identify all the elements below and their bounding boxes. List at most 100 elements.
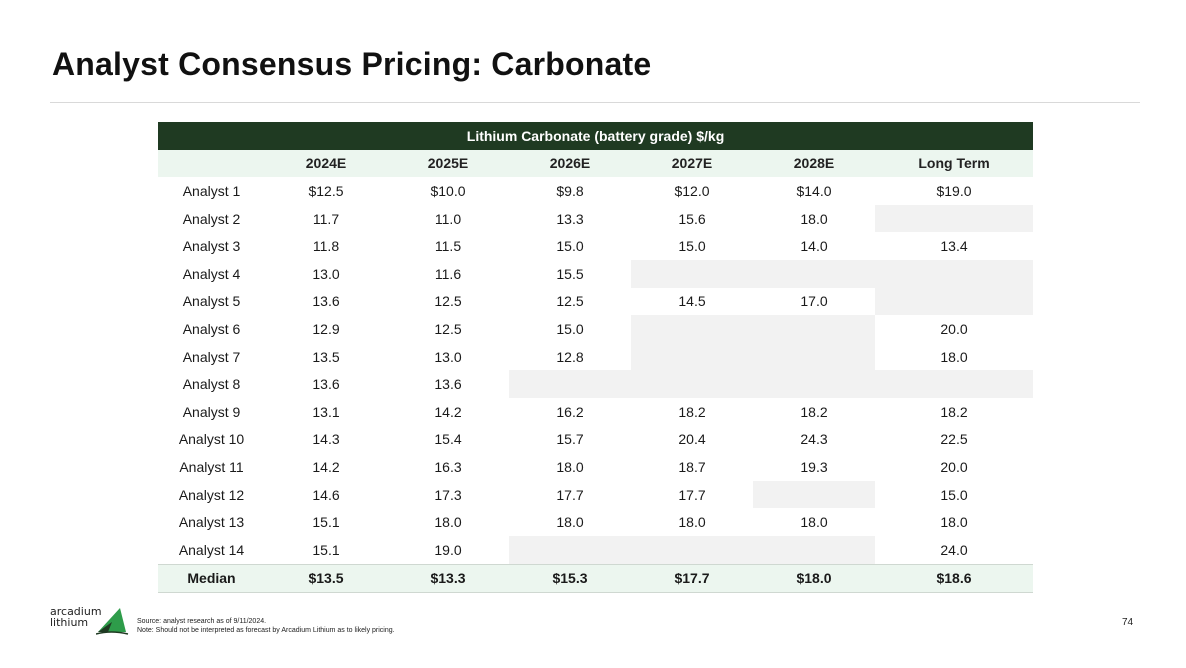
row-label: Analyst 13: [178, 514, 245, 531]
table-cell: $10.0: [430, 182, 466, 199]
column-header: [158, 149, 265, 178]
table-cell: 18.0: [678, 514, 706, 531]
row-label: Analyst 9: [182, 403, 241, 420]
table-row: Analyst 14 15.1 19.0 24.0: [158, 535, 1033, 564]
logo-line-1: arcadium: [50, 605, 102, 618]
row-label: Analyst 10: [178, 431, 245, 448]
empty-cell: [631, 370, 753, 398]
row-label: Analyst 6: [182, 320, 241, 337]
table-cell: 19.3: [800, 458, 828, 475]
table-cell: 18.2: [678, 403, 706, 420]
table-cell: 12.5: [434, 320, 462, 337]
table-row: Analyst 3 11.8 11.5 15.0 15.0 14.0 13.4: [158, 232, 1033, 260]
median-value: $15.3: [509, 563, 631, 594]
empty-cell: [631, 259, 753, 288]
table-cell: 11.0: [434, 210, 462, 227]
column-header: 2025E: [387, 149, 509, 178]
table-cell: 13.4: [940, 238, 968, 255]
table-row: Analyst 12 14.6 17.3 17.7 17.7 15.0: [158, 480, 1033, 509]
table-row: Analyst 11 14.2 16.3 18.0 18.7 19.3 20.0: [158, 453, 1033, 481]
table-cell: $9.8: [556, 182, 584, 199]
table-cell: 24.0: [940, 541, 968, 558]
median-label: Median: [158, 563, 265, 594]
median-value: $18.6: [875, 563, 1034, 594]
row-label: Analyst 5: [182, 293, 241, 310]
table-cell: 18.2: [940, 403, 968, 420]
table-cell: 15.1: [312, 514, 340, 531]
slide-title: Analyst Consensus Pricing: Carbonate: [52, 46, 652, 82]
table-row: Analyst 5 13.6 12.5 12.5 14.5 17.0: [158, 287, 1034, 316]
empty-cell: [875, 370, 1034, 398]
table-cell: 13.6: [312, 293, 340, 310]
row-label: Analyst 12: [178, 486, 245, 503]
table-cell: 17.7: [556, 486, 584, 503]
row-label: Analyst 2: [182, 210, 241, 227]
table-cell: 18.7: [678, 458, 706, 475]
table-cell: 14.3: [312, 431, 340, 448]
table-cell: 11.8: [312, 238, 340, 255]
empty-cell: [753, 259, 875, 288]
median-value: $18.0: [753, 563, 875, 594]
table-cell: $14.0: [796, 182, 832, 199]
empty-cell: [875, 204, 1034, 233]
table-cell: 15.0: [940, 486, 968, 503]
table-cell: 13.6: [434, 376, 462, 393]
table-cell: 18.2: [800, 403, 828, 420]
table-row: Analyst 4 13.0 11.6 15.5: [158, 259, 1034, 288]
median-row: Median $13.5 $13.3 $15.3 $17.7 $18.0 $18…: [158, 563, 1034, 594]
table-row: Analyst 2 11.7 11.0 13.3 15.6 18.0: [158, 204, 1034, 233]
table-cell: $19.0: [936, 182, 972, 199]
table-row: Analyst 1 $12.5 $10.0 $9.8 $12.0 $14.0 $19.0: [158, 177, 1033, 205]
empty-cell: [753, 480, 875, 509]
row-label: Analyst 8: [182, 376, 241, 393]
table-cell: 17.7: [678, 486, 706, 503]
source-line: Source: analyst research as of 9/11/2024…: [137, 618, 267, 625]
logo-wordmark: arcadium lithium: [50, 606, 102, 628]
empty-cell: [875, 287, 1034, 316]
table-cell: 15.1: [312, 541, 340, 558]
table-row: Analyst 8 13.6 13.6: [158, 370, 1034, 398]
row-label: Analyst 14: [178, 541, 245, 558]
table-cell: 13.0: [312, 265, 340, 282]
table-cell: 18.0: [556, 514, 584, 531]
table-header-row: 2024E 2025E 2026E 2027E 2028E Long Term: [158, 149, 1034, 178]
table-cell: 14.5: [678, 293, 706, 310]
table-cell: 17.3: [434, 486, 462, 503]
table-cell: 13.0: [434, 348, 462, 365]
empty-cell: [509, 535, 631, 564]
page-number: 74: [1122, 617, 1134, 628]
table-cell: 16.2: [556, 403, 584, 420]
table-cell: 11.6: [434, 265, 462, 282]
table-cell: 14.2: [434, 403, 462, 420]
table-row: Analyst 6 12.9 12.5 15.0 20.0: [158, 315, 1033, 343]
empty-cell: [631, 535, 753, 564]
empty-cell: [631, 342, 753, 371]
table-cell: 12.5: [556, 293, 584, 310]
company-logo: arcadium lithium: [50, 606, 130, 640]
logo-mountain-icon: [96, 608, 129, 635]
table-cell: 12.8: [556, 348, 584, 365]
table-cell: 16.3: [434, 458, 462, 475]
table-cell: 15.0: [556, 320, 584, 337]
table-cell: 15.6: [678, 210, 706, 227]
empty-cell: [753, 535, 875, 564]
table-cell: 15.7: [556, 431, 584, 448]
median-value: $13.5: [265, 563, 387, 594]
table-cell: 22.5: [940, 431, 968, 448]
column-header: 2028E: [753, 149, 875, 178]
table-body: Analyst 1 $12.5 $10.0 $9.8 $12.0 $14.0 $19.0 An…: [158, 177, 1034, 564]
empty-cell: [753, 342, 875, 371]
table-cell: 20.4: [678, 431, 706, 448]
empty-cell: [631, 315, 753, 343]
pricing-table: Lithium Carbonate (battery grade) $/kg 2…: [158, 122, 1034, 594]
table-cell: 13.3: [556, 210, 584, 227]
table-cell: 19.0: [434, 541, 462, 558]
table-cell: 12.5: [434, 293, 462, 310]
table-row: Analyst 7 13.5 13.0 12.8 18.0: [158, 342, 1033, 371]
empty-cell: [875, 259, 1034, 288]
table-row: Analyst 13 15.1 18.0 18.0 18.0 18.0 18.0: [158, 508, 1033, 536]
table-cell: 15.0: [678, 238, 706, 255]
table-cell: 13.5: [312, 348, 340, 365]
table-cell: 11.5: [434, 238, 462, 255]
table-cell: 12.9: [312, 320, 340, 337]
